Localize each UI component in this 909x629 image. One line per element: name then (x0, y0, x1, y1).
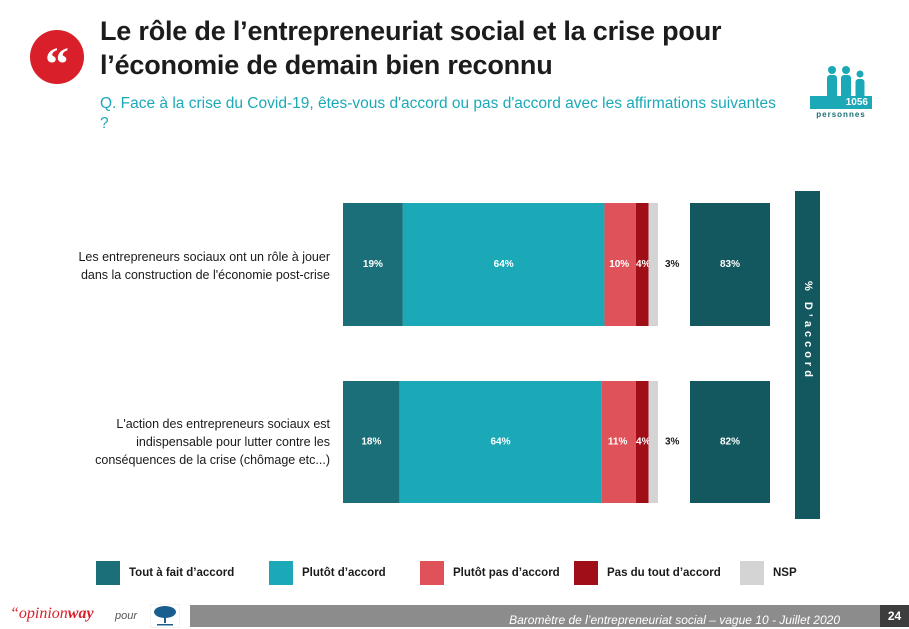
sample-label: personnes (816, 110, 866, 119)
row-label-line: dans la construction de l'économie post-… (80, 268, 330, 282)
total-accord-label: 83% (720, 259, 740, 270)
bar-segment-pas-du-tout (635, 381, 649, 503)
total-accord-bar (690, 203, 770, 326)
bar-segment-plutot-pas (601, 381, 636, 503)
bar-segment-plutot (402, 203, 605, 326)
legend-swatch (96, 561, 120, 585)
legend-item-plutot-pas: Plutôt pas d’accord (420, 560, 560, 586)
row-label-line: L'action des entrepreneurs sociaux est (116, 417, 330, 431)
legend-swatch (740, 561, 764, 585)
sample-count-bar: 1056 (810, 96, 872, 109)
pour-text: pour (115, 610, 138, 622)
brand-suffix: way (67, 605, 94, 622)
accord-header-box: % D’accord (795, 191, 820, 519)
bar-segment-pas-du-tout (635, 203, 649, 326)
legend-item-plutot: Plutôt d’accord (269, 560, 386, 586)
total-accord-label: 82% (720, 437, 740, 448)
sample-size-badge: 1056 personnes (808, 66, 874, 124)
legend-item-tout-a-fait: Tout à fait d’accord (96, 560, 234, 586)
quote-icon: “ (30, 30, 84, 91)
title-line-1: Le rôle de l’entrepreneuriat social et l… (100, 16, 722, 46)
opinionway-logo: “opinionway (10, 605, 94, 623)
bar-segment-tout-a-fait (343, 381, 400, 503)
row-label-line: Les entrepreneurs sociaux ont un rôle à … (78, 250, 330, 264)
row-label-1: Les entrepreneurs sociaux ont un rôle à … (30, 248, 330, 284)
sample-count: 1056 (845, 97, 868, 108)
brand-prefix: “opinion (10, 605, 68, 622)
legend-label: Pas du tout d’accord (607, 567, 721, 579)
bar-label-plutot-pas: 10% (609, 259, 629, 270)
bar-label-tout-a-fait: 18% (361, 437, 381, 448)
legend-item-nsp: NSP (740, 560, 797, 586)
bar-segment-plutot-pas (604, 203, 636, 326)
stacked-bar-chart: 19% 64% 10% 4% 3% 83% 18% 64% 11% 4% 3% 82% (343, 203, 770, 503)
row-label-line: indispensable pour lutter contre les (136, 435, 330, 449)
accord-header-label: % D’accord (802, 281, 814, 381)
legend-label: NSP (773, 567, 797, 579)
legend-swatch (420, 561, 444, 585)
bar-label-pas-du-tout: 4% (636, 259, 651, 270)
legend: Tout à fait d’accord Plutôt d’accord Plu… (0, 560, 909, 586)
footer-bar: Baromètre de l’entrepreneuriat social – … (190, 605, 880, 627)
question-text: Q. Face à la crise du Covid-19, êtes-vou… (100, 95, 776, 132)
footer: “opinionway pour Baromètre de l’entrepre… (0, 601, 909, 629)
legend-swatch (574, 561, 598, 585)
bar-segment-tout-a-fait (343, 203, 403, 326)
legend-label: Tout à fait d’accord (129, 567, 235, 579)
bar-label-plutot: 64% (490, 437, 510, 448)
bar-label-nsp: 3% (665, 437, 680, 448)
total-accord-bar (690, 381, 770, 503)
bar-label-tout-a-fait: 19% (363, 259, 383, 270)
row-label-2: L'action des entrepreneurs sociaux est in… (30, 415, 330, 469)
bar-segment-nsp (648, 381, 658, 503)
legend-label: Plutôt d’accord (302, 567, 386, 579)
bar-label-pas-du-tout: 4% (636, 437, 651, 448)
legend-swatch (269, 561, 293, 585)
title-line-2: l’économie de demain bien reconnu (100, 50, 553, 80)
page-number: 24 (880, 605, 909, 627)
bar-label-plutot-pas: 11% (608, 437, 628, 448)
legend-label: Plutôt pas d’accord (453, 567, 560, 579)
bar-segment-plutot (399, 381, 602, 503)
client-tree-logo (150, 604, 180, 628)
legend-item-pas-du-tout: Pas du tout d’accord (574, 560, 721, 586)
bar-label-plutot: 64% (494, 259, 514, 270)
bar-label-nsp: 3% (665, 259, 680, 270)
people-icon (827, 66, 865, 98)
footer-caption: Baromètre de l’entrepreneuriat social – … (509, 613, 840, 627)
page-title: Le rôle de l’entrepreneuriat social et l… (100, 14, 800, 82)
bar-segment-nsp (648, 203, 658, 326)
row-label-line: conséquences de la crise (chômage etc...… (95, 453, 330, 467)
